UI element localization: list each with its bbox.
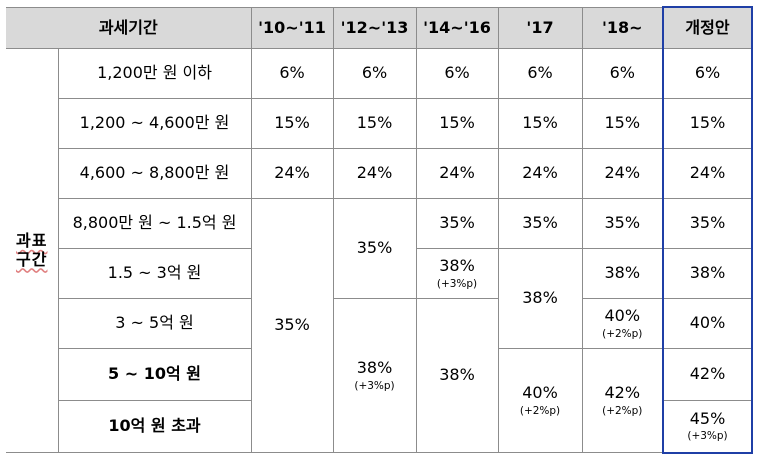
bracket-label: 3 ~ 5억 원: [57, 298, 252, 349]
header-row: 과세기간 '10~'11 '12~'13 '14~'16 '17 '18~ 개정…: [6, 6, 754, 49]
rate-cell: 15%: [415, 98, 499, 149]
column-header-18: '18~: [581, 6, 664, 49]
bracket-label: 10억 원 초과: [57, 400, 252, 453]
rate-cell: 24%: [250, 148, 334, 199]
column-header-17: '17: [497, 6, 583, 49]
revision-rate-cell: 24%: [662, 148, 754, 199]
rate-value: 38%: [439, 256, 475, 276]
bracket-label: 4,600 ~ 8,800만 원: [57, 148, 252, 199]
table-row: 3 ~ 5억 원 38% (+3%p) 38% 40% (+2%p) 40%: [6, 298, 754, 453]
table-row: 5 ~ 10억 원 40% (+2%p) 42% (+2%p) 42%: [6, 348, 754, 453]
rate-cell: 40% (+2%p): [497, 348, 583, 453]
rate-cell: 15%: [332, 98, 417, 149]
table-row: 4,600 ~ 8,800만 원 24% 24% 24% 24% 24% 24%: [6, 148, 754, 199]
rate-change-note: (+3%p): [687, 430, 728, 443]
rate-cell: 42% (+2%p): [581, 348, 664, 453]
rate-cell: 6%: [581, 48, 664, 99]
rate-cell: 6%: [250, 48, 334, 99]
table-row: 과표 구간 1,200만 원 이하 6% 6% 6% 6% 6% 6%: [6, 48, 754, 453]
rate-change-note: (+3%p): [354, 379, 395, 392]
rate-change-note: (+2%p): [602, 327, 643, 340]
revision-rate-cell: 42%: [662, 348, 754, 401]
rate-cell: 38%: [581, 248, 664, 299]
table-row: 8,800만 원 ~ 1.5억 원 35% 35% 35% 35% 35% 35…: [6, 198, 754, 453]
rate-cell: 24%: [581, 148, 664, 199]
rate-value: 40%: [604, 306, 641, 326]
rate-value: 45%: [689, 409, 726, 429]
rate-cell: 35%: [332, 198, 417, 299]
group-label-line-2: 구간: [16, 249, 48, 269]
period-header: 과세기간: [6, 6, 252, 49]
group-label-line-1: 과표: [16, 231, 48, 251]
rate-change-note: (+2%p): [519, 404, 561, 417]
rate-cell: 6%: [415, 48, 499, 99]
bracket-label: 1,200만 원 이하: [57, 48, 252, 99]
bracket-label: 8,800만 원 ~ 1.5억 원: [57, 198, 252, 249]
rate-cell: 35%: [581, 198, 664, 249]
revision-rate-cell: 15%: [662, 98, 754, 149]
column-header-revision: 개정안: [662, 6, 754, 49]
revision-rate-cell: 6%: [662, 48, 754, 99]
rate-cell: 38% (+3%p): [332, 298, 417, 453]
bracket-group-label: 과표 구간: [6, 48, 59, 453]
table-row: 10억 원 초과 45% (+3%p): [6, 400, 754, 454]
table-row: 1,200 ~ 4,600만 원 15% 15% 15% 15% 15% 15%: [6, 98, 754, 149]
rate-cell: 35%: [415, 198, 499, 249]
tax-rate-table: 과세기간 '10~'11 '12~'13 '14~'16 '17 '18~ 개정…: [6, 6, 754, 454]
rate-cell: 38%: [415, 298, 499, 453]
column-header-10-11: '10~'11: [250, 6, 334, 49]
table-row: 1.5 ~ 3억 원 38% (+3%p) 38% 38% 38%: [6, 248, 754, 349]
rate-change-note: (+2%p): [602, 404, 643, 417]
rate-value: 42%: [604, 383, 641, 403]
revision-rate-cell: 40%: [662, 298, 754, 349]
rate-cell: 35%: [497, 198, 583, 249]
revision-rate-cell: 45% (+3%p): [662, 400, 754, 454]
rate-cell: 24%: [415, 148, 499, 199]
bracket-label: 5 ~ 10억 원: [57, 348, 252, 401]
rate-cell: 24%: [332, 148, 417, 199]
rate-cell: 15%: [497, 98, 583, 149]
rate-cell: 38% (+3%p): [415, 248, 499, 299]
column-header-12-13: '12~'13: [332, 6, 417, 49]
rate-cell: 6%: [497, 48, 583, 99]
rate-cell: 15%: [581, 98, 664, 149]
rate-cell: 35%: [250, 198, 334, 453]
revision-rate-cell: 38%: [662, 248, 754, 299]
revision-rate-cell: 35%: [662, 198, 754, 249]
rate-cell: 15%: [250, 98, 334, 149]
rate-value: 40%: [522, 383, 558, 403]
bracket-label: 1,200 ~ 4,600만 원: [57, 98, 252, 149]
rate-change-note: (+3%p): [436, 277, 478, 290]
bracket-label: 1.5 ~ 3억 원: [57, 248, 252, 299]
column-header-14-16: '14~'16: [415, 6, 499, 49]
rate-cell: 38%: [497, 248, 583, 349]
rate-value: 38%: [356, 358, 393, 378]
rate-cell: 40% (+2%p): [581, 298, 664, 349]
rate-cell: 6%: [332, 48, 417, 99]
rate-cell: 24%: [497, 148, 583, 199]
